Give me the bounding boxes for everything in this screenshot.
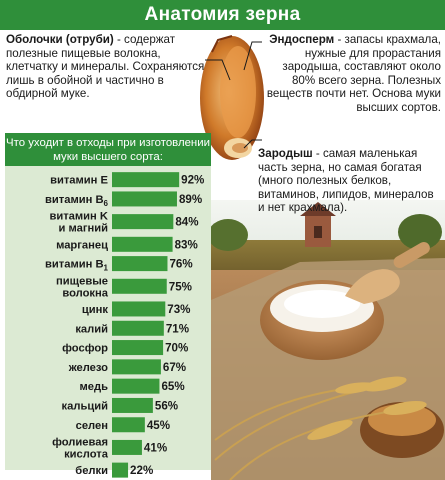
bar: [112, 417, 145, 433]
bar: [112, 236, 173, 252]
bar: [112, 278, 167, 294]
data-label: 41%: [144, 441, 167, 454]
category-label: селен: [76, 420, 108, 432]
endosperm-term: Эндосперм: [269, 33, 335, 46]
category-label: витамин B6: [45, 194, 109, 208]
category-label: калий: [75, 323, 108, 335]
bar: [112, 191, 177, 207]
data-label: 75%: [169, 280, 192, 293]
husk-term: Оболочки (отруби): [6, 33, 114, 46]
germ-term: Зародыш: [258, 147, 313, 160]
category-label: марганец: [56, 239, 108, 251]
bar: [112, 172, 180, 188]
data-label: 89%: [179, 193, 202, 206]
husk-annotation: Оболочки (отруби) - содержат полезные пи…: [6, 33, 214, 101]
data-label: 70%: [165, 342, 188, 355]
category-label: фолиевая кислота: [52, 436, 109, 460]
bar: [112, 301, 166, 317]
endosperm-annotation: Эндосперм - запасы крахмала, нужные для …: [263, 33, 441, 115]
data-label: 84%: [175, 216, 198, 229]
bar: [112, 340, 164, 356]
bar: [112, 378, 160, 394]
category-label: витамин B1: [45, 259, 109, 273]
data-label: 92%: [181, 174, 204, 187]
data-label: 71%: [166, 322, 189, 335]
data-label: 67%: [163, 361, 186, 374]
husk-description: - содержат полезные пищевые волокна, кле…: [6, 33, 205, 101]
bar: [112, 320, 164, 336]
bar: [112, 462, 129, 478]
bar: [112, 439, 142, 455]
category-label: белки: [75, 465, 108, 477]
category-label: медь: [80, 381, 109, 393]
chart-panel: [5, 133, 211, 470]
category-label: фосфор: [62, 343, 108, 355]
data-label: 56%: [155, 399, 178, 412]
germ-annotation: Зародыш - самая маленькая часть зерна, н…: [258, 147, 441, 215]
category-label: витамин E: [50, 175, 108, 187]
page-title: Анатомия зерна: [0, 0, 445, 30]
category-label: цинк: [82, 304, 109, 316]
endosperm-description: - запасы крахмала, нужные для прорастани…: [266, 33, 441, 114]
data-label: 45%: [147, 419, 170, 432]
bar: [112, 397, 153, 413]
bar: [112, 359, 161, 375]
category-label: кальций: [62, 400, 109, 412]
category-label: железо: [68, 362, 108, 374]
data-label: 22%: [130, 464, 153, 477]
data-label: 76%: [169, 258, 192, 271]
bar: [112, 256, 168, 272]
data-label: 65%: [161, 380, 184, 393]
grain-illustration: [200, 35, 264, 160]
bar: [112, 214, 174, 230]
category-label: пищевые волокна: [56, 275, 109, 299]
data-label: 73%: [167, 303, 190, 316]
chart-title: Что уходит в отходы при изготовлении мук…: [5, 133, 211, 166]
germ-description: - самая маленькая часть зерна, но самая …: [258, 147, 434, 215]
data-label: 83%: [175, 238, 198, 251]
